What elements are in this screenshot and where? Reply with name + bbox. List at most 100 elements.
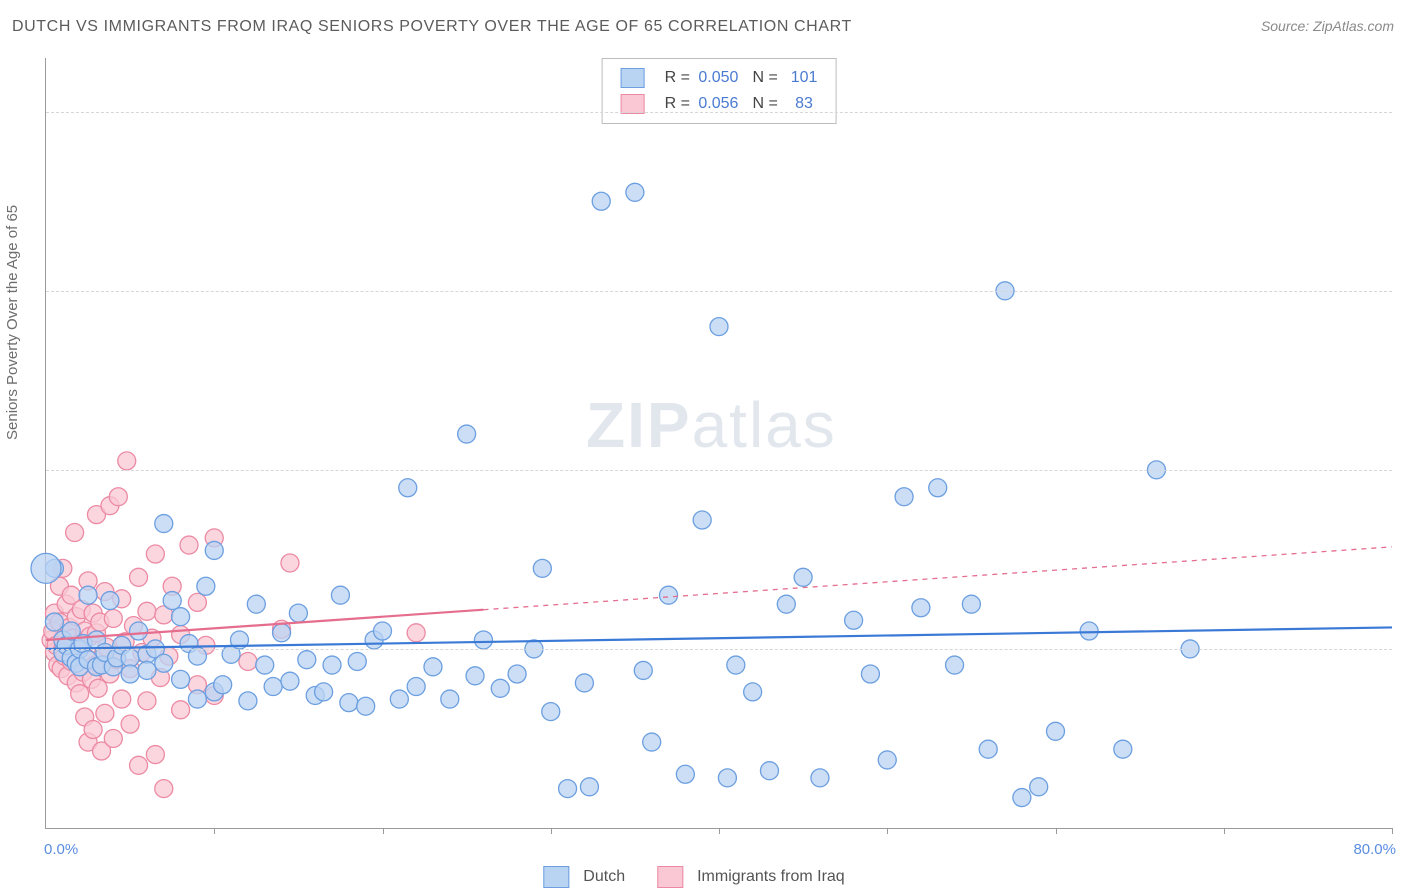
- data-point: [281, 672, 299, 690]
- data-point: [172, 701, 190, 719]
- data-point: [718, 769, 736, 787]
- y-tick-label: 30.0%: [1397, 282, 1406, 299]
- data-point: [1030, 778, 1048, 796]
- data-point: [878, 751, 896, 769]
- data-point: [205, 541, 223, 559]
- data-point: [357, 697, 375, 715]
- data-point: [424, 658, 442, 676]
- data-point: [575, 674, 593, 692]
- data-point: [71, 685, 89, 703]
- data-point: [744, 683, 762, 701]
- data-point: [197, 577, 215, 595]
- data-point: [138, 692, 156, 710]
- stats-legend: R = 0.050N = 101R = 0.056N = 83: [602, 58, 837, 124]
- legend-label: Immigrants from Iraq: [697, 868, 845, 886]
- data-point: [458, 425, 476, 443]
- x-tick-mark: [887, 828, 888, 834]
- x-tick-mark: [551, 828, 552, 834]
- data-point: [727, 656, 745, 674]
- data-point: [121, 665, 139, 683]
- data-point: [239, 652, 257, 670]
- data-point: [643, 733, 661, 751]
- grid-line: [46, 112, 1392, 113]
- data-point: [777, 595, 795, 613]
- data-point: [264, 678, 282, 696]
- data-point: [289, 604, 307, 622]
- x-tick-mark: [719, 828, 720, 834]
- data-point: [121, 715, 139, 733]
- data-point: [508, 665, 526, 683]
- data-point: [592, 192, 610, 210]
- legend-swatch: [657, 866, 683, 888]
- data-point: [118, 452, 136, 470]
- legend-label: Dutch: [583, 868, 625, 886]
- data-point: [542, 703, 560, 721]
- data-point: [89, 679, 107, 697]
- data-point: [407, 624, 425, 642]
- data-point: [84, 721, 102, 739]
- data-point: [96, 704, 114, 722]
- data-point: [533, 559, 551, 577]
- grid-line: [46, 470, 1392, 471]
- data-point: [315, 683, 333, 701]
- data-point: [130, 568, 148, 586]
- data-point: [146, 545, 164, 563]
- stats-legend-row: R = 0.056N = 83: [621, 91, 818, 117]
- data-point: [399, 479, 417, 497]
- data-point: [163, 592, 181, 610]
- data-point: [660, 586, 678, 604]
- y-tick-label: 40.0%: [1397, 103, 1406, 120]
- x-tick-mark: [214, 828, 215, 834]
- data-point: [45, 613, 63, 631]
- y-tick-label: 20.0%: [1397, 461, 1406, 478]
- x-tick-mark: [1056, 828, 1057, 834]
- data-point: [348, 652, 366, 670]
- data-point: [31, 553, 61, 583]
- series-legend: Dutch Immigrants from Iraq: [543, 866, 862, 888]
- data-point: [1013, 789, 1031, 807]
- data-point: [130, 622, 148, 640]
- data-point: [155, 654, 173, 672]
- data-point: [407, 678, 425, 696]
- data-point: [861, 665, 879, 683]
- data-point: [710, 318, 728, 336]
- data-point: [323, 656, 341, 674]
- data-point: [946, 656, 964, 674]
- data-point: [155, 780, 173, 798]
- data-point: [912, 599, 930, 617]
- source-label: Source: ZipAtlas.com: [1261, 18, 1394, 34]
- data-point: [138, 602, 156, 620]
- data-point: [441, 690, 459, 708]
- data-point: [1047, 722, 1065, 740]
- data-point: [340, 694, 358, 712]
- data-point: [491, 679, 509, 697]
- x-tick-mark: [1392, 828, 1393, 834]
- data-point: [811, 769, 829, 787]
- data-point: [466, 667, 484, 685]
- plot-svg: [46, 58, 1392, 828]
- regression-line-extrapolated: [483, 547, 1392, 610]
- chart-area: ZIPatlas R = 0.050N = 101R = 0.056N = 83…: [45, 58, 1392, 829]
- data-point: [794, 568, 812, 586]
- data-point: [180, 536, 198, 554]
- data-point: [214, 676, 232, 694]
- data-point: [188, 690, 206, 708]
- data-point: [104, 609, 122, 627]
- data-point: [79, 586, 97, 604]
- chart-title: DUTCH VS IMMIGRANTS FROM IRAQ SENIORS PO…: [12, 18, 852, 36]
- x-tick-mark: [1224, 828, 1225, 834]
- data-point: [298, 651, 316, 669]
- x-tick-label: 80.0%: [1353, 841, 1396, 858]
- data-point: [121, 649, 139, 667]
- data-point: [929, 479, 947, 497]
- legend-swatch: [621, 68, 645, 88]
- data-point: [138, 661, 156, 679]
- data-point: [172, 670, 190, 688]
- data-point: [1114, 740, 1132, 758]
- data-point: [113, 690, 131, 708]
- data-point: [101, 592, 119, 610]
- data-point: [962, 595, 980, 613]
- data-point: [374, 622, 392, 640]
- data-point: [895, 488, 913, 506]
- data-point: [693, 511, 711, 529]
